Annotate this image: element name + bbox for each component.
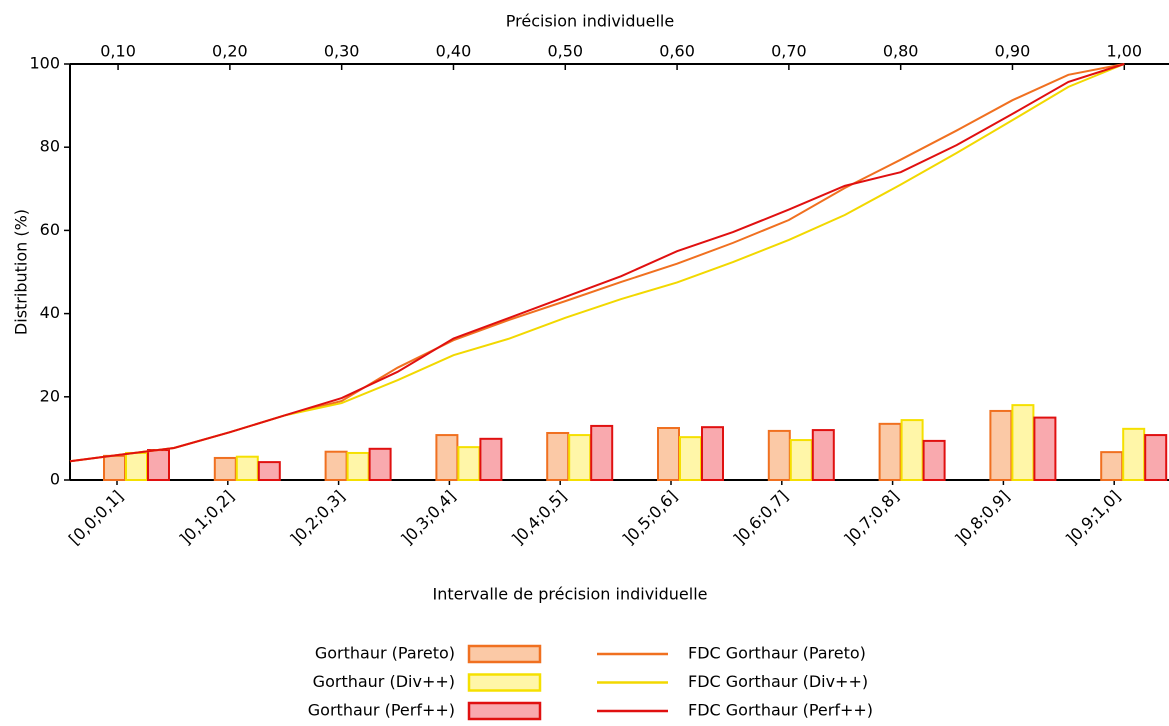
x-tick-label: ]0,3;0,4] (397, 487, 459, 549)
y-axis-label: Distribution (%) (12, 209, 31, 335)
top-tick-label: 1,00 (1106, 42, 1142, 61)
bar (1033, 416, 1057, 482)
legend-swatch (467, 644, 542, 664)
bar (257, 461, 281, 481)
y-tick-label: 60 (40, 220, 60, 239)
legend-label: Gorthaur (Perf++) (308, 701, 455, 720)
x-tick-label: ]0,7;0,8] (841, 487, 903, 549)
bar (657, 427, 680, 481)
cdf-line (69, 63, 1125, 463)
x-tick-label: ]0,4;0,5] (508, 487, 570, 549)
x-tick-label: ]0,2;0,3] (287, 487, 349, 549)
bar (922, 439, 946, 481)
y-tick-label: 20 (40, 386, 60, 405)
legend-label: FDC Gorthaur (Perf++) (688, 701, 873, 720)
legend-label: FDC Gorthaur (Div++) (688, 672, 868, 691)
y-tick-label: 0 (50, 470, 60, 489)
x-tick-label: ]0,5;0,6] (619, 487, 681, 549)
top-tick-label: 0,50 (547, 42, 583, 61)
y-tick-label: 80 (40, 137, 60, 156)
bar (546, 431, 570, 482)
bar (568, 434, 592, 481)
bar (1122, 427, 1146, 481)
bar (457, 446, 481, 481)
bar (811, 429, 835, 481)
x-tick-label: ]0,1;0,2] (176, 487, 238, 549)
bar (679, 436, 702, 482)
bar (235, 455, 259, 482)
top-tick-label: 0,20 (212, 42, 248, 61)
x-tick-label: ]0,8;0,9] (951, 487, 1013, 549)
bar (1100, 451, 1124, 481)
bar (789, 439, 813, 481)
top-tick-label: 0,90 (995, 42, 1031, 61)
bar (1011, 404, 1035, 481)
top-tick-label: 0,80 (883, 42, 919, 61)
bar (346, 451, 370, 481)
bar (125, 451, 148, 481)
x-tick-label: [0,0;0,1] (65, 487, 127, 549)
bar (989, 409, 1013, 481)
top-tick-label: 0,30 (324, 42, 360, 61)
bar (435, 434, 459, 481)
bar (1144, 434, 1168, 481)
bar (701, 426, 724, 481)
bar (324, 450, 348, 482)
top-tick-label: 0,70 (771, 42, 807, 61)
legend-label: FDC Gorthaur (Pareto) (688, 644, 866, 663)
bar (213, 456, 237, 481)
legend-swatch (467, 673, 542, 692)
top-tick-label: 0,10 (100, 42, 136, 61)
x-tick-label: ]0,6;0,7] (730, 487, 792, 549)
bar (103, 454, 126, 482)
bar (590, 424, 614, 482)
cdf-line (69, 63, 1125, 463)
legend-label: Gorthaur (Div++) (313, 672, 455, 691)
bar (767, 429, 791, 481)
top-tick-label: 0,60 (659, 42, 695, 61)
bar (878, 422, 902, 481)
top-tick-label: 0,40 (436, 42, 472, 61)
bar (900, 419, 924, 482)
bar (479, 437, 503, 482)
bar (147, 449, 170, 482)
legend-swatch (467, 701, 542, 721)
cdf-line (69, 63, 1125, 463)
legend-label: Gorthaur (Pareto) (315, 644, 455, 663)
y-tick-label: 100 (29, 54, 60, 73)
x-axis-label: Intervalle de précision individuelle (433, 585, 708, 604)
bar (368, 447, 392, 481)
x-tick-label: ]0,9;1,0] (1062, 487, 1124, 549)
y-tick-label: 40 (40, 303, 60, 322)
top-axis-label: Précision individuelle (506, 12, 674, 31)
